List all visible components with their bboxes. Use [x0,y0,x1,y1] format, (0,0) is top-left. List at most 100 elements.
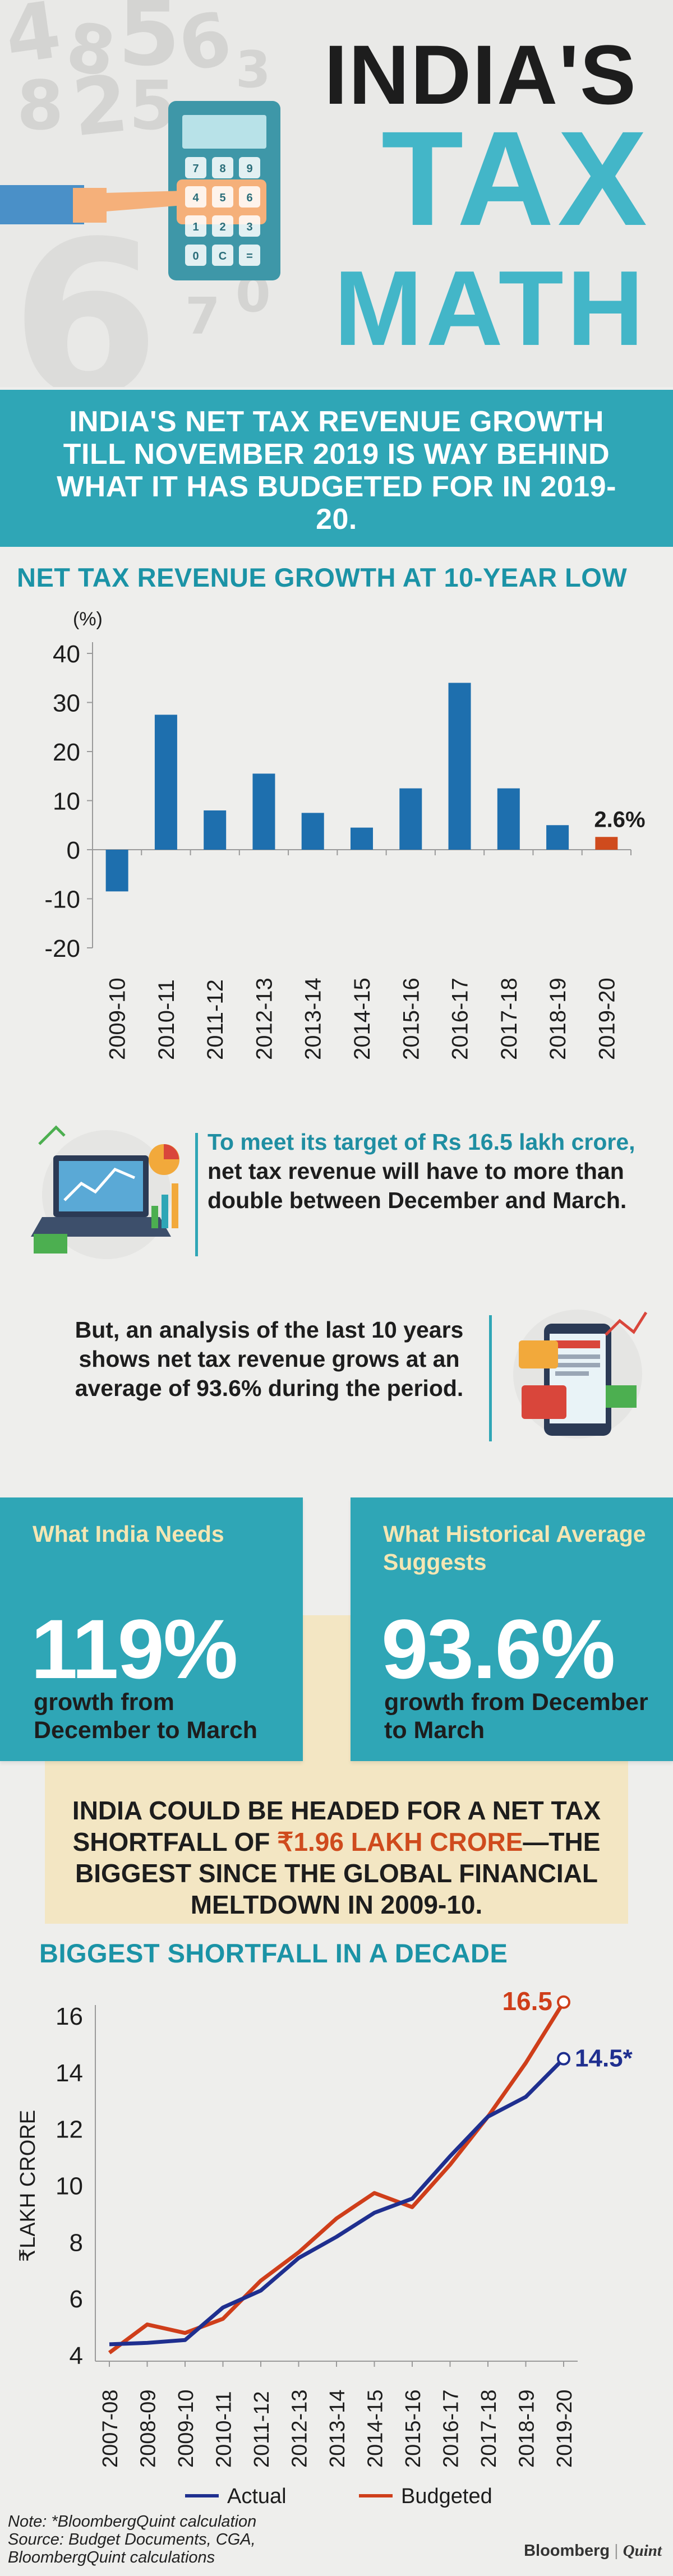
y-tick-label: -10 [44,886,80,914]
end-marker-actual [557,2052,570,2066]
y-tick-label: 16 [56,2003,83,2030]
chart1-title: NET TAX REVENUE GROWTH AT 10-YEAR LOW [17,563,628,592]
y-tick-label: 0 [67,837,80,864]
y-axis-title: ₹LAKH CRORE [16,2110,40,2262]
background-digits: 6 [171,0,239,89]
intro-banner: INDIA'S NET TAX REVENUE GROWTH TILL NOVE… [0,390,673,547]
y-tick-label: -20 [44,935,80,962]
x-tick-label: 2010-11 [154,979,179,1060]
brand-separator: | [614,2542,619,2560]
series-line-actual [109,2057,565,2347]
end-label-actual: 14.5* [575,2045,633,2072]
y-tick-label: 6 [70,2285,83,2313]
calculator-key-label: 4 [192,192,199,204]
phone-payment-illustration [513,1310,648,1439]
x-tick-label: 2014-15 [350,978,375,1060]
x-tick-label: 2013-14 [326,2390,349,2468]
background-digits: 5 [129,67,176,145]
bar-2016-17 [448,683,471,850]
x-tick-label: 2012-13 [252,978,276,1060]
calculator-key [185,157,206,178]
x-tick-label: 2011-12 [203,979,228,1060]
brand-quint: Quint [623,2542,662,2560]
y-tick-label: 10 [53,788,80,815]
calculator-key [185,215,206,237]
callout-historical-average: But, an analysis of the last 10 years sh… [75,1317,464,1401]
y-tick-label: 14 [56,2059,83,2087]
bar-2009-10 [105,850,128,892]
x-tick-label: 2011-12 [250,2391,274,2468]
title-line-3: MATH [334,249,647,368]
calculator-key [239,186,260,208]
background-digits: 3 [236,40,271,99]
title-line-2: TAX [381,103,651,254]
legend-label-budgeted: Budgeted [401,2485,492,2508]
callout1-highlight: To meet its target of Rs 16.5 lakh crore… [208,1129,635,1155]
calculator-key-label: 6 [246,192,252,204]
calculator-keypad: 7 8 9 4 5 6 1 2 3 0 C = [185,157,260,266]
bar-2019-20 [595,837,618,850]
x-tick-label: 2013-14 [301,978,326,1060]
x-tick-label: 2009-10 [105,978,130,1060]
shortfall-amount: ₹1.96 LAKH CRORE [277,1827,523,1856]
y-tick-label: 8 [70,2229,83,2256]
y-tick-label: 30 [53,690,80,717]
x-tick-label: 2008-09 [137,2390,160,2468]
background-digits: 5 [118,0,181,86]
callout-need-to-double: To meet its target of Rs 16.5 lakh crore… [208,1127,656,1215]
source-line: Source: Budget Documents, CGA, [8,2531,256,2549]
bar-2010-11 [154,715,177,850]
series-line-budgeted [108,2001,565,2354]
calculator-key-label: 7 [192,163,199,175]
shortfall-text: INDIA COULD BE HEADED FOR A NET TAX SHOR… [67,1795,606,1920]
calculator-key [239,157,260,178]
card-subtext: growth from December to March [384,1689,648,1744]
y-tick-label: 20 [53,739,80,766]
calculator-key [185,245,206,266]
x-tick-label: 2012-13 [288,2390,312,2468]
laptop-analytics-illustration [31,1125,179,1259]
calculator-key-label: 0 [192,250,199,262]
footnote: Note: *BloombergQuint calculation Source… [8,2513,256,2566]
background-digits: 4 [0,0,67,82]
intro-text: INDIA'S NET TAX REVENUE GROWTH TILL NOVE… [57,405,616,536]
x-tick-label: 2018-19 [515,2390,539,2468]
bar-2017-18 [497,788,520,850]
shortfall-pre: INDIA COULD BE HEADED FOR A NET TAX SHOR… [72,1796,601,1856]
x-tick-label: 2017-18 [477,2390,501,2468]
calculator-key-label: 5 [219,192,225,204]
calculator-key [239,215,260,237]
calculator-key-label: C [219,250,227,262]
chart2-title: BIGGEST SHORTFALL IN A DECADE [39,1938,508,1968]
x-tick-label: 2019-20 [594,978,619,1060]
bar-2011-12 [204,810,227,850]
x-tick-label: 2015-16 [399,978,423,1060]
legend-label-actual: Actual [227,2485,287,2508]
callout2-accent-bar [489,1315,492,1441]
calculator-key [212,157,233,178]
calculator-key [212,186,233,208]
callout1-accent-bar [195,1133,198,1256]
x-tick-label: 2010-11 [213,2391,236,2468]
x-tick-label: 2016-17 [440,2390,463,2468]
bar-2018-19 [546,825,569,850]
card-label: What Historical Average Suggests [383,1521,646,1575]
y-tick-label: 40 [53,640,80,668]
card-what-india-needs: What India Needs 119% growth from Decemb… [0,1497,303,1761]
card-value: 119% [31,1602,238,1696]
x-tick-label: 2007-08 [99,2390,122,2468]
callout1-body: net tax revenue will have to more than d… [208,1158,627,1213]
bar-2012-13 [252,773,275,850]
y-tick-label: 4 [70,2342,83,2370]
end-label-budgeted: 16.5 [502,1987,552,2016]
source-line: BloombergQuint calculations [8,2549,215,2566]
calculator-key-label: 1 [192,221,199,233]
x-tick-label: 2015-16 [402,2390,425,2468]
background-digits: 8 [17,67,64,145]
brand-logo: Bloomberg | Quint [524,2542,662,2560]
calculator-key [212,245,233,266]
note-line: Note: *BloombergQuint calculation [8,2513,257,2531]
shortfall-banner: INDIA COULD BE HEADED FOR A NET TAX SHOR… [45,1778,628,1924]
x-tick-label: 2016-17 [448,978,473,1060]
calculator-key [185,186,206,208]
